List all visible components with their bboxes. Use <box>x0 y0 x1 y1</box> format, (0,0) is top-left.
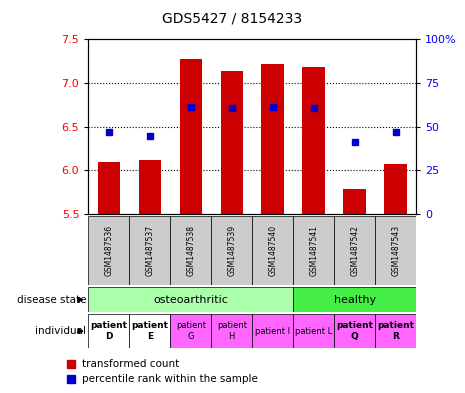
Bar <box>88 314 129 348</box>
Text: healthy: healthy <box>334 295 376 305</box>
Bar <box>375 314 416 348</box>
Bar <box>88 216 129 285</box>
Text: patient
H: patient H <box>217 321 247 341</box>
Text: GSM1487538: GSM1487538 <box>186 225 195 276</box>
Bar <box>129 314 170 348</box>
Bar <box>302 67 325 214</box>
Text: GSM1487543: GSM1487543 <box>391 225 400 276</box>
Text: patient
E: patient E <box>131 321 168 341</box>
Bar <box>211 314 252 348</box>
Bar <box>293 287 416 312</box>
Text: GSM1487537: GSM1487537 <box>146 225 154 276</box>
Text: GSM1487541: GSM1487541 <box>309 225 318 276</box>
Text: patient L: patient L <box>295 327 332 336</box>
Text: GSM1487536: GSM1487536 <box>104 225 113 276</box>
Bar <box>293 216 334 285</box>
Bar <box>252 216 293 285</box>
Text: GSM1487539: GSM1487539 <box>227 225 236 276</box>
Text: GSM1487542: GSM1487542 <box>350 225 359 276</box>
Bar <box>220 71 243 214</box>
Bar <box>385 164 407 214</box>
Bar <box>293 314 334 348</box>
Text: patient
R: patient R <box>377 321 414 341</box>
Text: GSM1487540: GSM1487540 <box>268 225 277 276</box>
Bar <box>252 314 293 348</box>
Bar <box>170 314 211 348</box>
Bar <box>179 59 202 214</box>
Bar <box>334 314 375 348</box>
Text: patient
D: patient D <box>90 321 127 341</box>
Bar <box>139 160 161 214</box>
Bar <box>334 216 375 285</box>
Bar <box>344 189 366 214</box>
Text: osteoarthritic: osteoarthritic <box>153 295 228 305</box>
Text: transformed count: transformed count <box>82 358 179 369</box>
Bar <box>261 64 284 214</box>
Text: individual: individual <box>35 326 86 336</box>
Text: GDS5427 / 8154233: GDS5427 / 8154233 <box>162 12 303 26</box>
Bar <box>211 216 252 285</box>
Text: disease state: disease state <box>17 295 86 305</box>
Bar <box>129 216 170 285</box>
Text: patient
G: patient G <box>176 321 206 341</box>
Text: patient I: patient I <box>255 327 290 336</box>
Bar <box>88 287 293 312</box>
Text: patient
Q: patient Q <box>336 321 373 341</box>
Bar <box>98 162 120 214</box>
Bar <box>170 216 211 285</box>
Text: percentile rank within the sample: percentile rank within the sample <box>82 374 258 384</box>
Bar <box>375 216 416 285</box>
